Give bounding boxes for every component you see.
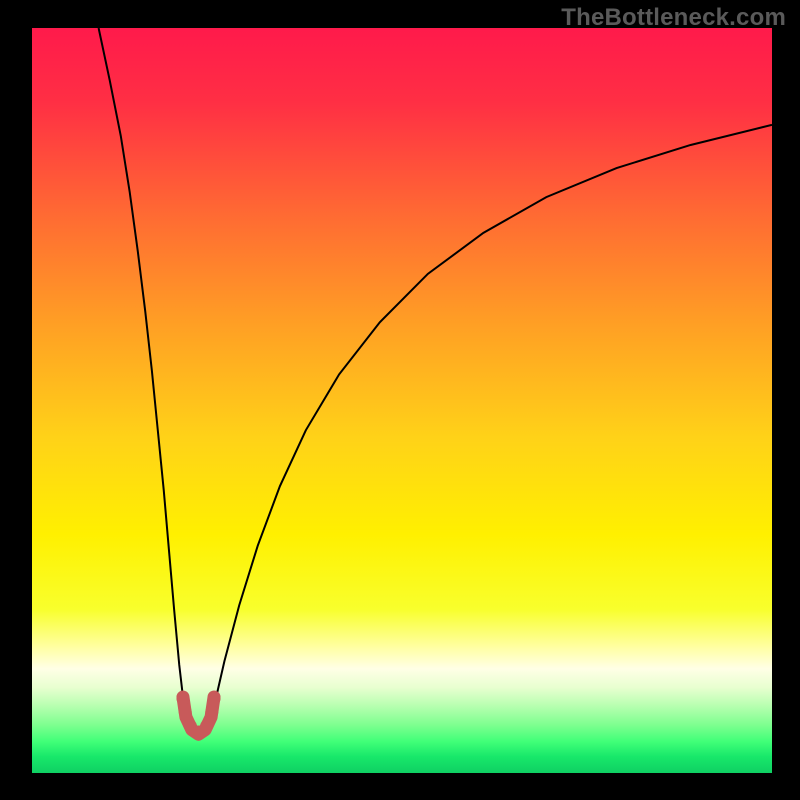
outer-frame: TheBottleneck.com <box>0 0 800 800</box>
dip-bead <box>205 705 218 718</box>
dip-bead <box>176 692 189 705</box>
left-curve <box>99 28 185 710</box>
chart-svg <box>32 28 772 773</box>
dip-bead <box>200 720 213 733</box>
dip-bead <box>208 692 221 705</box>
plot-area <box>32 28 772 773</box>
dip-beads <box>176 692 220 739</box>
dip-bead <box>179 705 192 718</box>
right-curve <box>213 125 772 710</box>
